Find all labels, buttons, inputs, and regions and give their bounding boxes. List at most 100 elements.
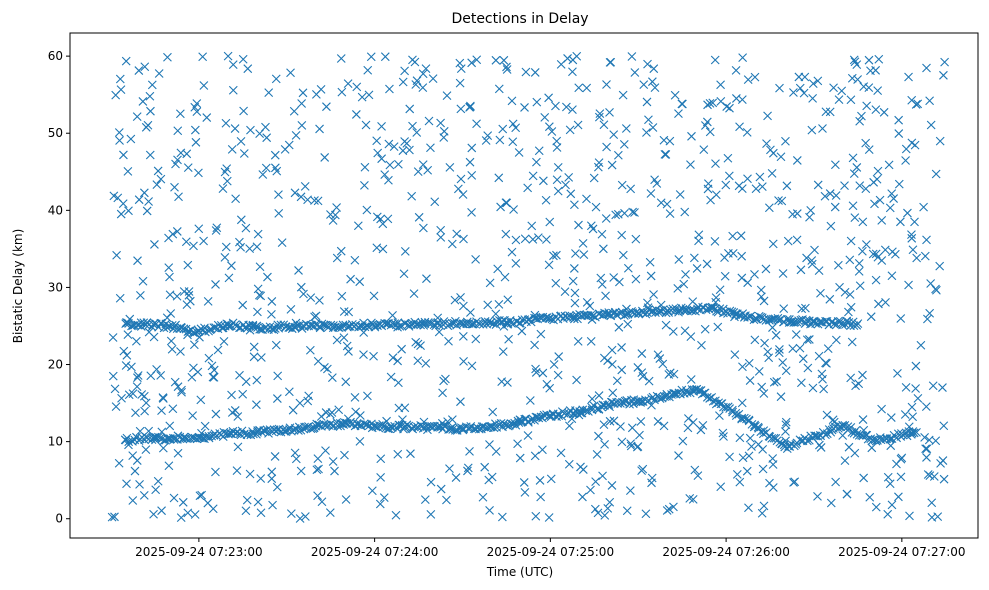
detection-marker xyxy=(535,476,545,485)
detection-marker xyxy=(132,382,142,391)
detection-marker xyxy=(239,149,249,158)
detection-marker xyxy=(877,404,886,414)
detection-marker xyxy=(536,329,546,339)
detection-marker xyxy=(545,217,555,227)
detection-marker xyxy=(177,385,186,395)
detection-marker xyxy=(713,322,723,332)
detection-marker xyxy=(578,492,587,502)
detection-marker xyxy=(637,349,647,358)
detection-marker xyxy=(241,377,251,387)
detection-marker xyxy=(434,327,444,337)
detection-marker xyxy=(328,216,338,225)
detection-marker xyxy=(496,202,505,212)
detection-marker xyxy=(494,173,504,183)
detection-marker xyxy=(142,206,152,216)
detection-marker xyxy=(167,344,177,354)
detection-marker xyxy=(683,423,693,433)
detection-marker xyxy=(223,51,233,61)
detection-marker xyxy=(290,448,300,458)
detection-marker xyxy=(385,160,395,170)
detection-marker xyxy=(342,341,352,351)
detection-marker xyxy=(540,112,550,122)
detection-marker xyxy=(737,251,747,261)
detection-marker xyxy=(183,163,193,173)
detection-marker xyxy=(901,383,911,392)
detection-marker xyxy=(607,160,617,170)
detection-marker xyxy=(123,166,133,176)
detection-marker xyxy=(388,353,398,363)
detection-marker xyxy=(697,340,706,350)
detection-marker xyxy=(633,442,643,451)
detection-marker xyxy=(397,344,406,354)
detection-marker xyxy=(439,133,449,142)
detection-marker xyxy=(145,150,155,160)
detection-marker xyxy=(123,330,133,339)
detection-marker xyxy=(121,435,131,445)
detection-marker xyxy=(719,432,728,441)
detection-marker xyxy=(871,105,881,115)
detection-marker xyxy=(547,127,557,136)
x-axis-title: Time (UTC) xyxy=(486,565,553,579)
detection-marker xyxy=(932,285,941,295)
detection-marker xyxy=(336,54,346,63)
detection-marker xyxy=(389,142,399,152)
detection-marker xyxy=(360,162,370,172)
detection-marker xyxy=(725,452,734,462)
detection-marker xyxy=(366,52,376,62)
detection-marker xyxy=(906,429,916,439)
detection-marker xyxy=(138,97,148,106)
detection-marker xyxy=(485,278,495,288)
detection-marker xyxy=(230,406,240,415)
detection-marker xyxy=(613,150,623,160)
detection-marker xyxy=(774,315,784,325)
detection-marker xyxy=(858,246,867,256)
detection-marker xyxy=(270,163,280,173)
detection-marker xyxy=(531,364,540,374)
detection-marker xyxy=(644,115,653,125)
detection-marker xyxy=(455,78,465,88)
detection-marker xyxy=(771,330,781,340)
detection-marker xyxy=(858,431,868,441)
detection-marker xyxy=(795,343,805,353)
detection-marker xyxy=(756,292,766,302)
detection-marker xyxy=(638,371,648,381)
detection-marker xyxy=(494,300,504,309)
detection-marker xyxy=(121,361,131,370)
detection-marker xyxy=(653,350,663,360)
detection-marker xyxy=(451,425,460,435)
detection-marker xyxy=(445,464,454,474)
detection-marker xyxy=(698,421,708,430)
detection-marker xyxy=(750,72,760,82)
detection-marker xyxy=(911,100,921,109)
detection-marker xyxy=(907,138,917,148)
detection-marker xyxy=(236,215,246,225)
detection-marker xyxy=(503,378,512,387)
detection-marker xyxy=(625,486,635,496)
detection-marker xyxy=(228,60,238,69)
detection-marker xyxy=(911,361,921,371)
detection-marker xyxy=(132,456,142,465)
detection-marker xyxy=(194,433,204,443)
detection-marker xyxy=(417,318,427,328)
detection-marker xyxy=(491,447,501,456)
detection-marker xyxy=(894,179,904,189)
detection-marker xyxy=(716,482,726,492)
detection-marker xyxy=(747,442,756,451)
detection-marker xyxy=(520,234,530,244)
detection-marker xyxy=(183,260,193,270)
detection-marker xyxy=(253,284,263,294)
detection-marker xyxy=(442,91,452,101)
x-axis-ticks: 2025-09-24 07:23:00 2025-09-24 07:24:00 20… xyxy=(135,538,966,559)
detection-marker xyxy=(894,492,903,502)
detection-marker xyxy=(311,311,321,321)
detection-marker xyxy=(395,321,405,331)
detection-marker xyxy=(594,391,604,400)
detection-marker xyxy=(592,404,602,414)
y-tick-label: 0 xyxy=(55,512,63,526)
detection-marker xyxy=(853,75,863,84)
detection-marker xyxy=(743,278,753,288)
detection-marker xyxy=(238,300,248,310)
detection-marker xyxy=(781,136,790,146)
detection-marker xyxy=(530,340,539,350)
detection-marker xyxy=(371,422,381,432)
